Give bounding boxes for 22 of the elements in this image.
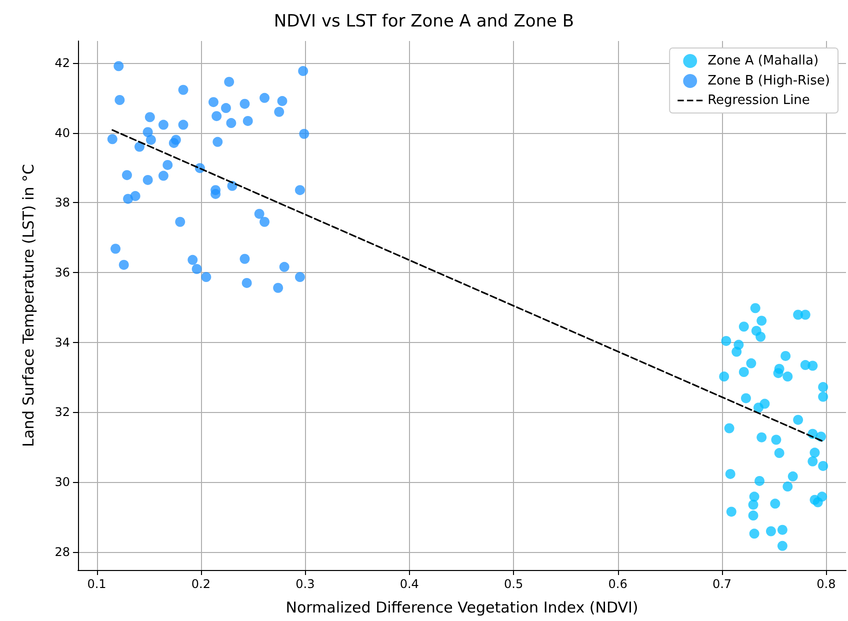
- y-tick-label: 34: [54, 335, 70, 350]
- x-tick-label: 0.3: [296, 577, 315, 591]
- y-tick-label: 32: [54, 405, 70, 420]
- y-tick-label: 40: [54, 126, 70, 140]
- y-axis-title: Land Surface Temperature (LST) in °C: [20, 164, 38, 447]
- x-tick-label: 0.6: [608, 577, 628, 591]
- y-tick-label: 36: [54, 266, 70, 280]
- x-tick-label: 0.2: [191, 577, 211, 591]
- y-tick-label: 42: [54, 56, 70, 70]
- x-tick-label: 0.4: [400, 577, 419, 591]
- legend-label: Zone B (High-Rise): [708, 74, 830, 88]
- y-tick-label: 38: [54, 196, 70, 210]
- y-tick-label: 30: [54, 475, 70, 490]
- x-axis-title: Normalized Difference Vegetation Index (NDVI): [286, 598, 638, 616]
- legend-label: Regression Line: [708, 93, 810, 108]
- y-tick-label: 28: [54, 544, 70, 559]
- x-tick-label: 0.8: [816, 577, 836, 591]
- x-tick-label: 0.1: [87, 577, 106, 591]
- x-tick-label: 0.7: [712, 577, 732, 591]
- x-tick-label: 0.5: [504, 577, 524, 591]
- chart-title: NDVI vs LST for Zone A and Zone B: [274, 12, 574, 32]
- legend-label: Zone A (Mahalla): [708, 54, 819, 68]
